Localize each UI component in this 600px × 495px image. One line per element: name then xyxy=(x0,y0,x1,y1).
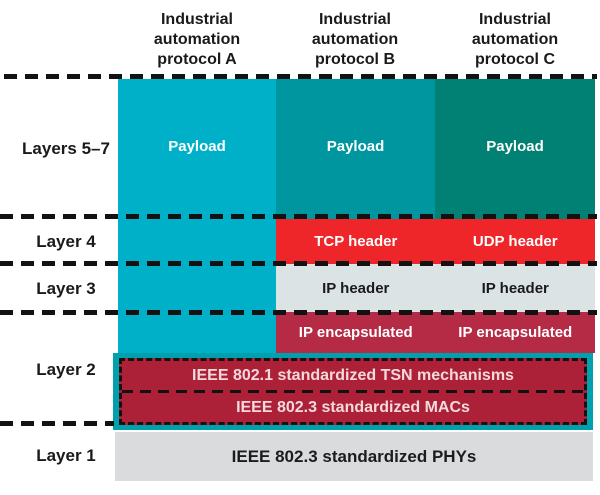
column-title-protocol-c: Industrial automation protocol C xyxy=(471,11,559,68)
layer4-header-band: TCP header UDP header xyxy=(276,219,595,264)
ieee-8021-tsn-row: IEEE 802.1 standardized TSN mechanisms xyxy=(192,366,514,384)
layer-label-4: Layer 4 xyxy=(36,232,96,251)
layer-boundary-dashed-line-l57-l4 xyxy=(0,214,597,219)
udp-header-cell: UDP header xyxy=(472,233,558,250)
payload-label-b: Payload xyxy=(326,138,385,155)
ip-encapsulated-cell-c: IP encapsulated xyxy=(458,324,573,341)
payload-label-c: Payload xyxy=(486,138,544,155)
payload-block-protocol-b: Payload xyxy=(276,79,435,219)
layer3-header-band: IP header IP header xyxy=(276,264,595,312)
ip-header-cell-c: IP header xyxy=(481,279,549,297)
payload-block-protocol-c: Payload xyxy=(435,79,595,219)
layer1-phys-band: IEEE 802.3 standardized PHYs xyxy=(115,432,593,481)
layer-label-5-7: Layers 5–7 xyxy=(22,139,110,158)
layer-boundary-dashed-line-l3-below xyxy=(0,310,597,315)
ieee-8023-phys-label: IEEE 802.3 standardized PHYs xyxy=(231,446,477,466)
tsn-row-divider-dashed-line xyxy=(122,390,584,393)
ieee-8023-macs-row: IEEE 802.3 standardized MACs xyxy=(236,398,470,416)
ip-encapsulated-band: IP encapsulated IP encapsulated xyxy=(276,312,595,353)
payload-label-a: Payload xyxy=(168,138,226,155)
ip-header-cell-b: IP header xyxy=(322,279,390,297)
layer2-tsn-inner-box: IEEE 802.1 standardized TSN mechanisms I… xyxy=(119,358,587,425)
layer-label-1: Layer 1 xyxy=(36,446,96,465)
layer2-tsn-frame: IEEE 802.1 standardized TSN mechanisms I… xyxy=(113,353,593,430)
ip-encapsulated-cell-b: IP encapsulated xyxy=(298,324,413,341)
column-title-protocol-b: Industrial automation protocol B xyxy=(311,11,399,68)
column-title-protocol-a: Industrial automation protocol A xyxy=(153,11,241,68)
layer-label-3: Layer 3 xyxy=(36,279,96,298)
layer-boundary-dashed-line-l2-l1 xyxy=(0,421,114,426)
tcp-header-cell: TCP header xyxy=(314,233,398,250)
layer-boundary-dashed-line-l4-l3 xyxy=(0,261,597,266)
layer-label-2: Layer 2 xyxy=(36,360,96,379)
layer-boundary-dashed-line-top xyxy=(4,74,597,79)
